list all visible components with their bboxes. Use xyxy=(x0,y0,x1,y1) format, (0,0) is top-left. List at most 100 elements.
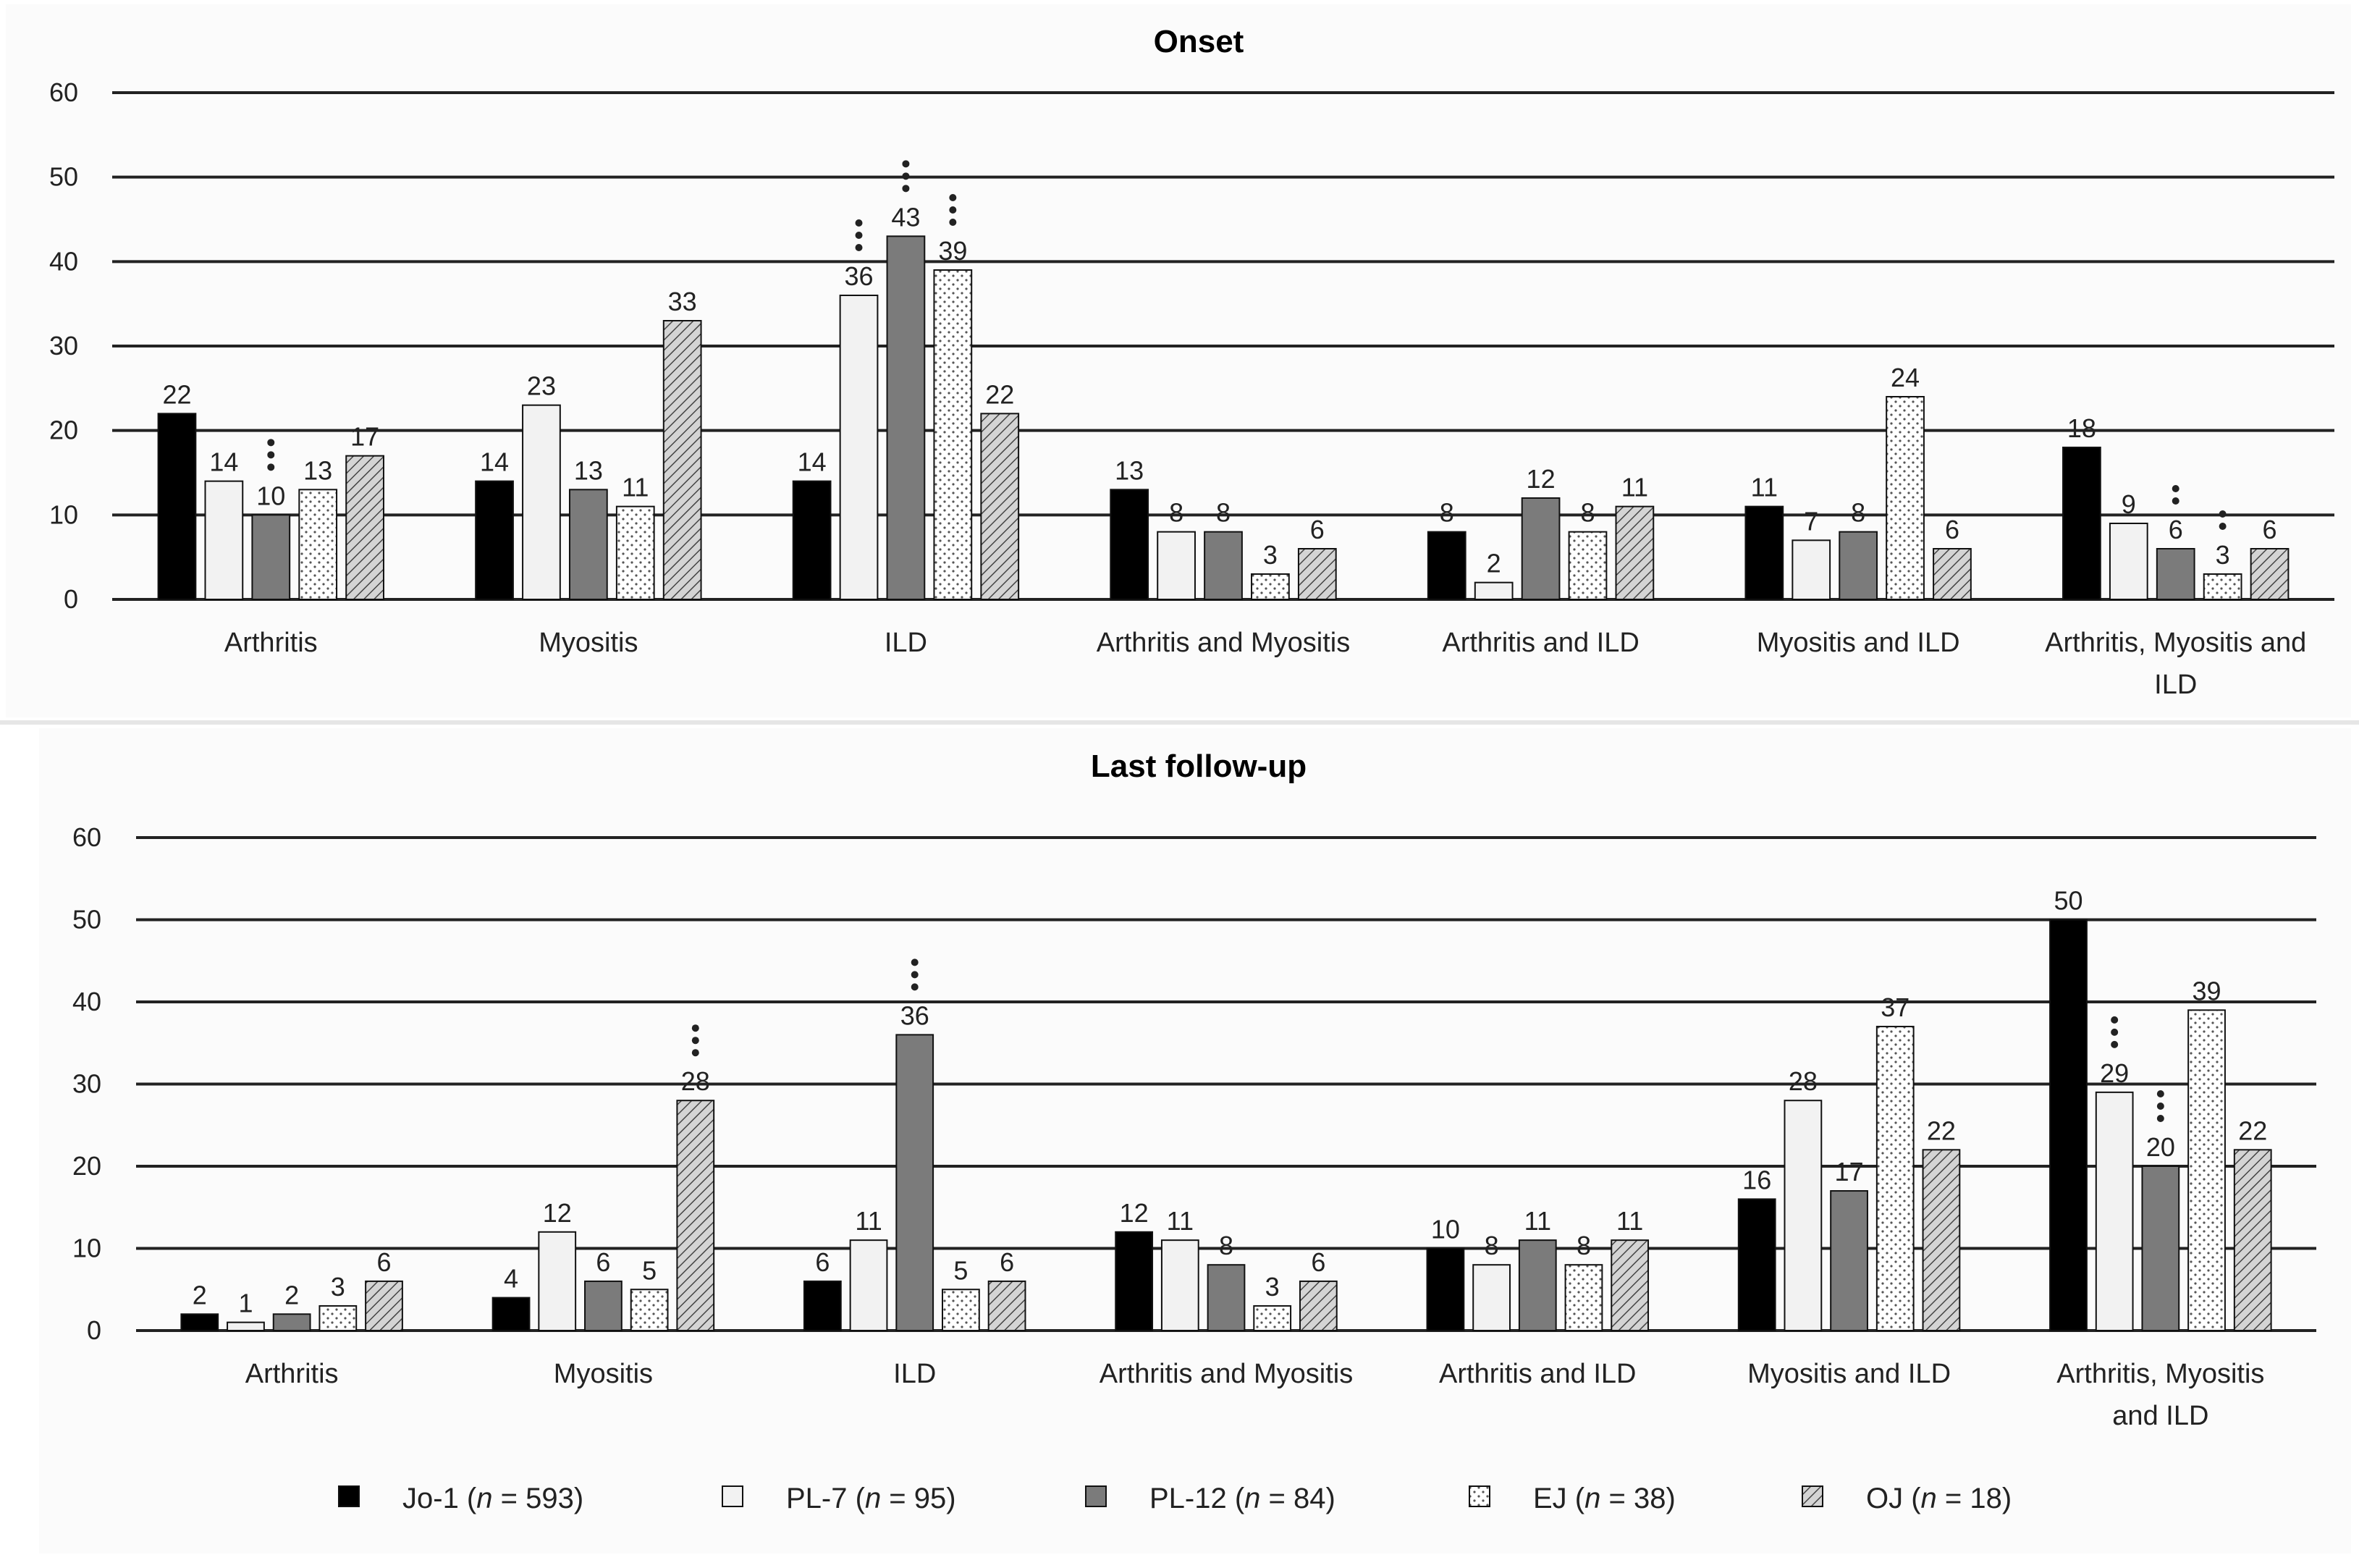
last-follow-up-bar-pl-12-arthritis-and-ild xyxy=(1518,1239,1557,1332)
significance-dot xyxy=(949,219,957,226)
last-follow-up-bar-oj-arthritis-and-myositis xyxy=(1299,1280,1338,1332)
significance-dot xyxy=(2219,523,2227,530)
onset-bar-jo-1-myositis-and-ild xyxy=(1744,505,1784,601)
onset-bar-jo-1-myositis xyxy=(475,480,514,601)
last-follow-up-category-label-arthritis-and-myositis: Arthritis and Myositis xyxy=(1100,1359,1354,1389)
onset-bar-oj-arthritis-and-ild xyxy=(1615,505,1655,601)
last-follow-up-y-tick-label-0: 0 xyxy=(87,1315,101,1345)
last-follow-up-bar-jo-1-myositis xyxy=(491,1297,531,1331)
last-follow-up-y-tick-label-30: 30 xyxy=(72,1069,101,1099)
onset-data-label-oj-arthritis: 17 xyxy=(350,422,379,452)
onset-bar-jo-1-arthritis xyxy=(157,413,197,600)
last-follow-up-data-label-pl-7-arthritis-myositis-and-ild: 29 xyxy=(2100,1058,2129,1088)
last-follow-up-bar-pl-7-arthritis-and-myositis xyxy=(1160,1239,1199,1332)
significance-dot xyxy=(855,232,863,239)
last-follow-up-data-label-pl-7-myositis: 12 xyxy=(543,1198,572,1228)
last-follow-up-bar-ej-myositis-and-ild xyxy=(1875,1026,1915,1332)
legend-label-suffix: = 84) xyxy=(1260,1483,1335,1514)
significance-dot xyxy=(949,194,957,201)
onset-bar-oj-myositis-and-ild xyxy=(1933,548,1972,600)
onset-bar-pl-12-arthritis-myositis-and-ild xyxy=(2156,548,2195,600)
significance-dot xyxy=(911,958,919,966)
legend-label-suffix: = 18) xyxy=(1937,1483,2012,1514)
onset-data-label-jo-1-ild: 14 xyxy=(798,447,827,477)
onset-bar-pl-7-myositis-and-ild xyxy=(1792,539,1831,600)
legend-label-pl-12: PL-12 (n = 84) xyxy=(1149,1483,1335,1514)
onset-bar-pl-7-arthritis-myositis-and-ild xyxy=(2109,523,2148,600)
legend: Jo-1 (n = 593) PL-7 (n = 95) PL-12 (n = 84… xyxy=(338,1483,2012,1514)
onset-category-label-arthritis-and-ild: Arthritis and ILD xyxy=(1442,628,1639,658)
significance-dot xyxy=(2111,1028,2119,1036)
last-follow-up-bar-jo-1-arthritis xyxy=(180,1313,219,1332)
legend-label-ej: EJ (n = 38) xyxy=(1533,1483,1676,1514)
onset-y-tick-label-50: 50 xyxy=(49,162,78,192)
last-follow-up-y-tick-label-10: 10 xyxy=(72,1234,101,1263)
last-follow-up-data-label-ej-arthritis-and-myositis: 3 xyxy=(1265,1272,1280,1302)
onset-significance-marker-pl-7-ild xyxy=(855,219,863,251)
last-follow-up-data-label-jo-1-ild: 6 xyxy=(815,1247,830,1277)
last-follow-up-bars xyxy=(180,919,2272,1332)
last-follow-up-y-tick-label-20: 20 xyxy=(72,1151,101,1181)
onset-data-label-ej-arthritis-myositis-and-ild: 3 xyxy=(2216,540,2230,570)
last-follow-up-chart-title: Last follow-up xyxy=(1091,749,1307,784)
onset-category-label-arthritis: Arthritis xyxy=(224,628,318,658)
onset-data-label-pl-7-myositis-and-ild: 7 xyxy=(1804,506,1818,536)
onset-data-label-ej-arthritis-and-ild: 8 xyxy=(1580,498,1595,528)
onset-data-label-pl-12-myositis: 13 xyxy=(574,455,603,485)
significance-dot xyxy=(902,160,910,168)
significance-dot xyxy=(2156,1115,2164,1122)
last-follow-up-data-label-jo-1-arthritis-and-ild: 10 xyxy=(1431,1215,1460,1244)
onset-chart-title: Onset xyxy=(1154,24,1244,59)
onset-significance-marker-pl-12-arthritis xyxy=(267,439,275,471)
onset-data-label-pl-12-arthritis-myositis-and-ild: 6 xyxy=(2169,515,2183,544)
last-follow-up-bar-jo-1-ild xyxy=(803,1280,842,1332)
onset-y-tick-label-30: 30 xyxy=(49,331,78,361)
last-follow-up-bar-ej-arthritis-myositis-and-ild xyxy=(2187,1009,2226,1331)
onset-significance-marker-pl-12-ild xyxy=(902,160,910,193)
onset-data-label-pl-12-arthritis: 10 xyxy=(256,481,285,510)
legend-label-n: n xyxy=(1584,1483,1600,1514)
last-follow-up-bar-jo-1-arthritis-and-ild xyxy=(1426,1247,1465,1331)
onset-significance-markers xyxy=(267,160,2227,530)
legend-label-n: n xyxy=(865,1483,881,1514)
legend-label-prefix: EJ ( xyxy=(1533,1483,1585,1514)
last-follow-up-data-label-oj-arthritis-and-myositis: 6 xyxy=(1311,1247,1325,1277)
onset-significance-marker-ej-ild xyxy=(949,194,957,226)
onset-category-label-ild: ILD xyxy=(885,628,927,658)
onset-data-label-pl-12-ild: 43 xyxy=(891,202,920,232)
last-follow-up-bar-jo-1-myositis-and-ild xyxy=(1737,1198,1776,1332)
onset-data-label-pl-12-arthritis-and-myositis: 8 xyxy=(1216,498,1231,528)
legend-swatch-pl-12 xyxy=(1085,1485,1107,1507)
last-follow-up-data-label-jo-1-myositis-and-ild: 16 xyxy=(1742,1165,1771,1194)
onset-data-label-oj-ild: 22 xyxy=(985,379,1014,409)
onset-category-label-arthritis-myositis-and-ild-line-1: Arthritis, Myositis and xyxy=(2045,628,2306,658)
last-follow-up-data-label-pl-12-arthritis-and-myositis: 8 xyxy=(1219,1231,1233,1260)
onset-data-label-oj-arthritis-and-myositis: 6 xyxy=(1310,515,1325,544)
last-follow-up-data-label-jo-1-myositis: 4 xyxy=(504,1264,518,1294)
legend-label-suffix: = 95) xyxy=(881,1483,955,1514)
last-follow-up-category-labels: Arthritis Myositis ILD Arthritis and Myosit… xyxy=(245,1359,2265,1431)
onset-data-label-oj-myositis-and-ild: 6 xyxy=(1945,515,1959,544)
significance-dot xyxy=(902,172,910,180)
significance-dot xyxy=(691,1037,699,1045)
onset-data-label-ej-ild: 39 xyxy=(938,236,967,266)
last-follow-up-bar-ej-myositis xyxy=(630,1289,669,1331)
significance-dot xyxy=(691,1024,699,1032)
onset-significance-marker-pl-12-arthritis-myositis-and-ild xyxy=(2172,485,2179,505)
significance-dot xyxy=(2156,1103,2164,1110)
last-follow-up-category-label-myositis: Myositis xyxy=(554,1359,653,1389)
last-follow-up-bar-pl-12-arthritis-and-myositis xyxy=(1207,1264,1246,1331)
last-follow-up-data-label-pl-7-myositis-and-ild: 28 xyxy=(1789,1066,1818,1096)
onset-bar-ej-myositis xyxy=(615,505,655,601)
last-follow-up-bar-pl-7-arthritis xyxy=(227,1321,265,1332)
last-follow-up-bar-oj-arthritis-myositis-and-ild xyxy=(2233,1149,2272,1332)
last-follow-up-data-label-pl-12-myositis: 6 xyxy=(596,1247,610,1277)
onset-category-label-arthritis-myositis-and-ild-line-2: ILD xyxy=(2154,670,2197,700)
last-follow-up-data-label-ej-ild: 5 xyxy=(953,1255,968,1285)
last-follow-up-category-label-arthritis-myositis-and-ild-line-1: Arthritis, Myositis xyxy=(2056,1359,2264,1389)
last-follow-up-data-label-oj-arthritis-and-ild: 11 xyxy=(1616,1206,1643,1236)
significance-dot xyxy=(855,219,863,227)
onset-bar-ej-arthritis-and-myositis xyxy=(1251,573,1290,600)
onset-data-label-ej-myositis-and-ild: 24 xyxy=(1891,363,1920,392)
onset-y-tick-label-60: 60 xyxy=(49,77,78,107)
